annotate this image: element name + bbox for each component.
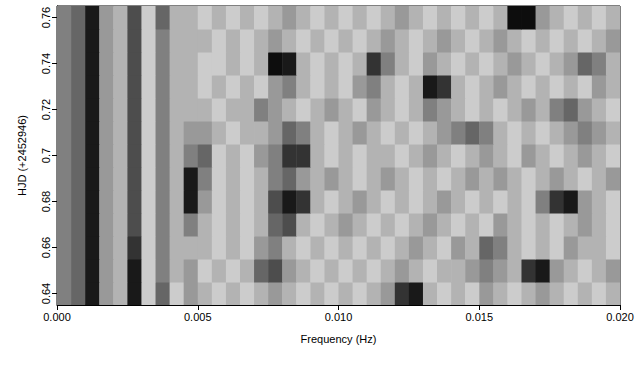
svg-text:HJD (+2452946): HJD (+2452946) <box>16 115 28 196</box>
svg-text:Frequency (Hz): Frequency (Hz) <box>301 333 377 345</box>
svg-text:0.005: 0.005 <box>184 311 212 323</box>
svg-text:0.015: 0.015 <box>465 311 493 323</box>
svg-text:0.020: 0.020 <box>606 311 634 323</box>
svg-text:0.76: 0.76 <box>40 7 52 28</box>
svg-text:0.64: 0.64 <box>40 283 52 304</box>
svg-text:0.7: 0.7 <box>40 148 52 163</box>
svg-text:0.000: 0.000 <box>43 311 71 323</box>
svg-text:0.68: 0.68 <box>40 191 52 212</box>
svg-text:0.66: 0.66 <box>40 237 52 258</box>
svg-text:0.72: 0.72 <box>40 99 52 120</box>
svg-text:0.74: 0.74 <box>40 53 52 74</box>
svg-text:0.010: 0.010 <box>325 311 353 323</box>
